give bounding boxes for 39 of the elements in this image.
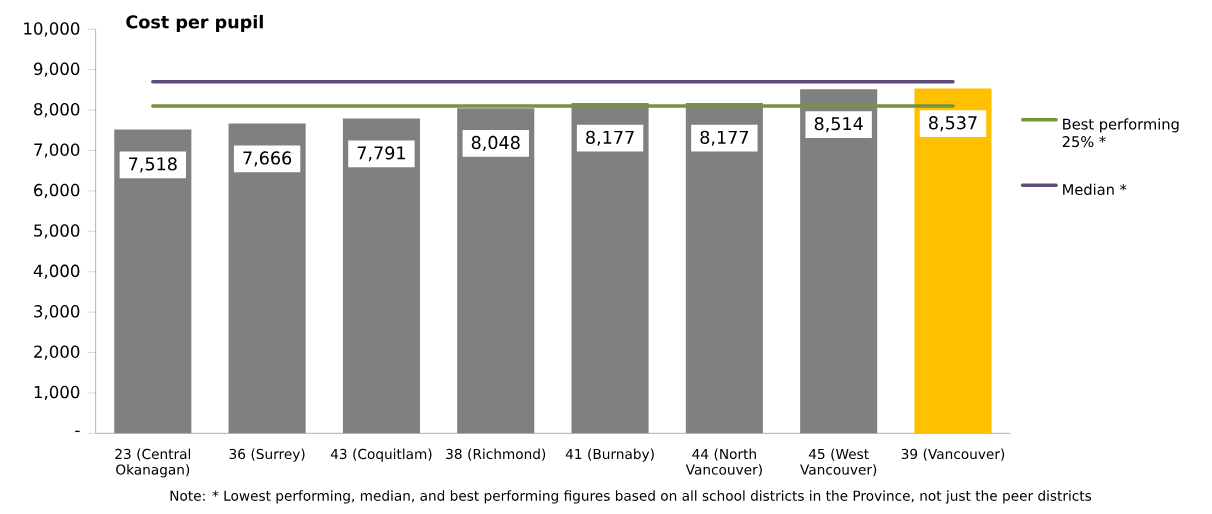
data-label: 8,048 — [471, 135, 520, 151]
x-tick-label: 43 (Coquitlam) — [330, 448, 432, 462]
data-label: 8,177 — [586, 130, 634, 146]
data-label: 7,518 — [129, 157, 177, 173]
x-tick-label: 23 (Central Okanagan) — [115, 448, 191, 478]
bar — [114, 129, 192, 434]
x-tick-label: 38 (Richmond) — [446, 448, 546, 461]
y-tick-label: 9,000 — [33, 62, 80, 77]
chart-title: Cost per pupil — [126, 14, 263, 32]
text: Note: * Lowest performing, median, and best performing figures based on all school districts in the Province, not just the peer districts — [170, 490, 1092, 504]
y-tick-label: 6,000 — [34, 183, 80, 198]
y-tick-label: 4,000 — [33, 264, 80, 279]
bar — [571, 102, 649, 434]
bar — [457, 107, 535, 434]
y-tick-label: 3,000 — [34, 304, 80, 320]
bar — [685, 102, 763, 434]
x-tick-label: 36 (Surrey) — [229, 448, 305, 462]
y-tick-label: 7,000 — [34, 143, 80, 158]
y-tick-label: 10,000 — [24, 22, 80, 37]
data-label: 8,514 — [814, 116, 863, 132]
data-label: 7,666 — [243, 151, 292, 167]
bar — [342, 118, 420, 434]
legend-label: Best performing 25% * — [1062, 118, 1179, 148]
bar — [228, 123, 306, 434]
x-tick-label: 39 (Vancouver) — [901, 448, 1005, 461]
data-label: 8,177 — [700, 130, 748, 146]
y-tick-label: 8,000 — [34, 102, 80, 118]
y-tick-label: - — [75, 430, 80, 432]
x-tick-label: 44 (North Vancouver) — [685, 448, 762, 477]
y-tick-label: 2,000 — [34, 345, 80, 360]
legend-label: Median * — [1063, 183, 1127, 195]
y-tick-label: 1,000 — [34, 385, 80, 400]
y-tick-label: 5,000 — [34, 224, 80, 239]
bar — [800, 89, 878, 434]
x-tick-label: 45 (West Vancouver) — [800, 448, 877, 477]
data-label: 8,537 — [929, 115, 977, 132]
x-tick-label: 41 (Burnaby) — [565, 448, 654, 462]
bar — [914, 88, 992, 434]
data-label: 7,791 — [357, 146, 405, 162]
